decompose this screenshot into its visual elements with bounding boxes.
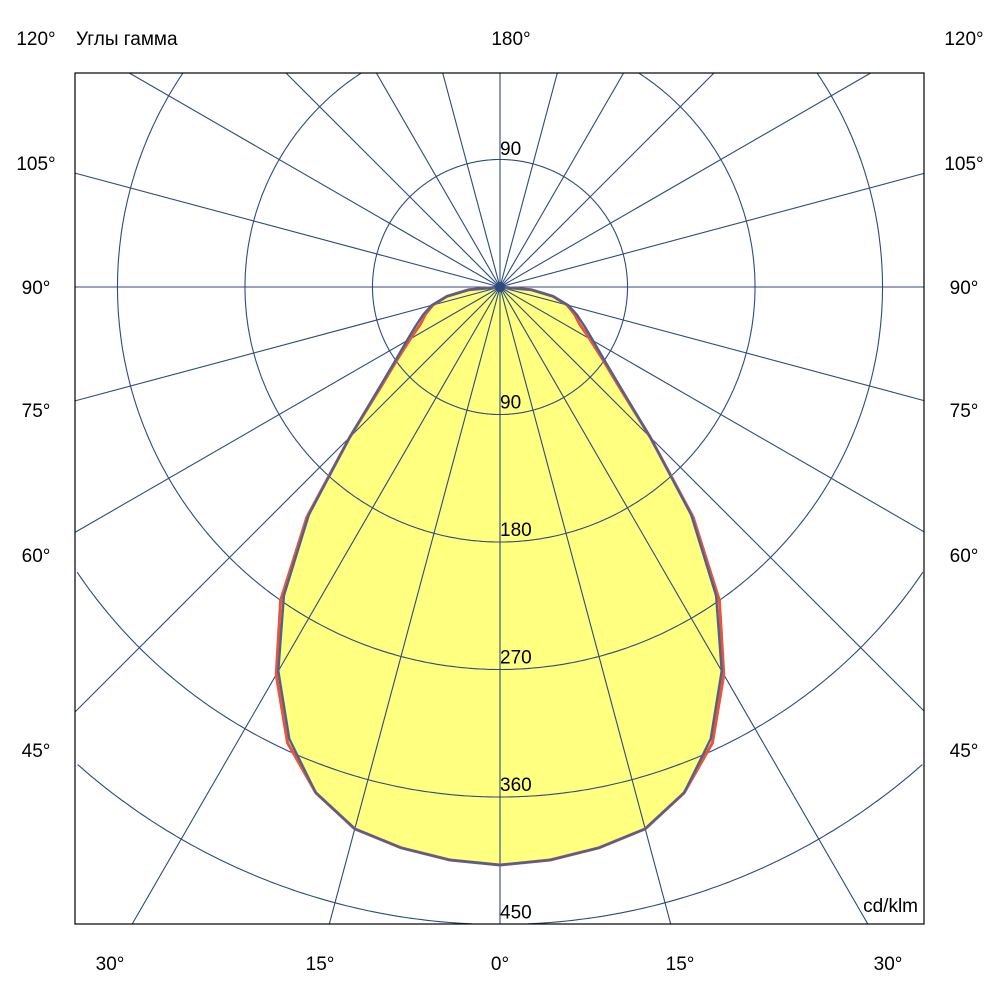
grid-spoke	[499, 72, 558, 288]
angle-label-bottom: 0°	[491, 954, 509, 975]
grid-spoke	[499, 286, 925, 402]
grid-spoke	[74, 286, 501, 713]
angle-label-bottom: 15°	[666, 954, 695, 975]
angle-label-right: 45°	[950, 741, 979, 762]
angle-label-left: 45°	[22, 741, 51, 762]
grid-spoke	[285, 72, 501, 288]
angle-label-right: 75°	[950, 401, 979, 422]
grid-spoke	[131, 286, 501, 925]
angle-label-right: 105°	[944, 154, 983, 175]
angle-label-bottom: 30°	[96, 954, 125, 975]
plot-frame	[74, 72, 925, 925]
center-dot	[495, 282, 505, 292]
angle-label-left: 105°	[16, 154, 55, 175]
grid-spoke	[74, 286, 501, 402]
grid-spoke	[442, 72, 501, 288]
radial-tick-label: 360	[500, 775, 532, 796]
grid-spoke	[499, 72, 871, 288]
angle-label-left: 60°	[22, 546, 51, 567]
grid-spoke	[499, 286, 925, 712]
grid-circle-360	[76, 571, 924, 798]
radial-tick-label: 450	[500, 903, 532, 924]
grid-circle-270	[116, 72, 884, 671]
angle-label-left: 120°	[16, 29, 55, 50]
angle-label-left: 90°	[22, 278, 51, 299]
radial-tick-label: 270	[500, 648, 532, 669]
radial-tick-label: 90	[500, 393, 521, 414]
grid-spoke	[375, 72, 501, 288]
grid-spoke	[499, 286, 925, 533]
angle-label-top: 180°	[491, 29, 530, 50]
angle-label-right: 120°	[944, 29, 983, 50]
angle-label-right: 60°	[950, 546, 979, 567]
angle-label-bottom: 15°	[306, 954, 335, 975]
grid-spoke	[74, 286, 501, 533]
grid-spoke	[499, 286, 869, 925]
grid-spoke	[499, 72, 625, 288]
angle-label-left: 75°	[22, 401, 51, 422]
angle-label-bottom: 30°	[874, 954, 903, 975]
grid-spoke	[499, 72, 715, 288]
radial-tick-label: 180	[500, 520, 532, 541]
angle-label-right: 90°	[950, 278, 979, 299]
grid-spoke	[499, 286, 672, 925]
grid-spoke	[129, 72, 501, 288]
grid-circle-450	[77, 764, 923, 925]
grid-spoke	[328, 286, 501, 925]
chart-title: Углы гамма	[76, 29, 178, 50]
grid-spoke	[499, 172, 925, 288]
radial-tick-label-top: 90	[500, 139, 521, 160]
unit-label: cd/klm	[863, 896, 918, 917]
grid-circle-180	[244, 72, 756, 543]
series-curve-C90-C270	[277, 285, 723, 867]
grid-spoke	[74, 172, 501, 288]
